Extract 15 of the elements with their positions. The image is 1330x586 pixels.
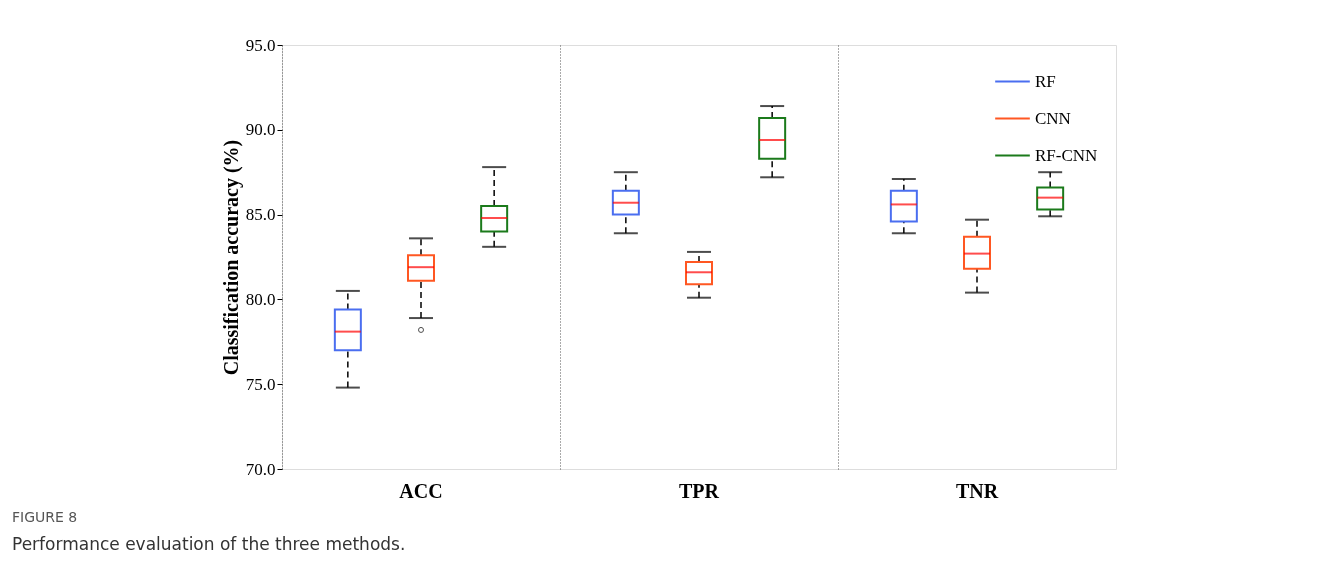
legend-label: RF-CNN <box>1035 145 1098 165</box>
y-tick-label: 85.0 <box>245 205 276 225</box>
legend-label: RF <box>1035 71 1056 91</box>
y-tick-label: 95.0 <box>245 35 276 55</box>
y-tick-label: 80.0 <box>245 289 276 309</box>
y-axis-title: Classification accuracy (%) <box>219 139 243 376</box>
y-tick-label: 75.0 <box>245 374 276 394</box>
x-tick-label: ACC <box>399 479 443 502</box>
x-tick-label: TNR <box>955 479 999 502</box>
y-tick-label: 70.0 <box>245 459 276 479</box>
x-tick-label: TPR <box>679 479 720 502</box>
caption: FIGURE 8 <box>12 509 78 525</box>
legend-label: CNN <box>1035 108 1071 128</box>
text: Performance evaluation of the three methods. <box>12 534 406 554</box>
y-tick-label: 90.0 <box>245 120 276 140</box>
